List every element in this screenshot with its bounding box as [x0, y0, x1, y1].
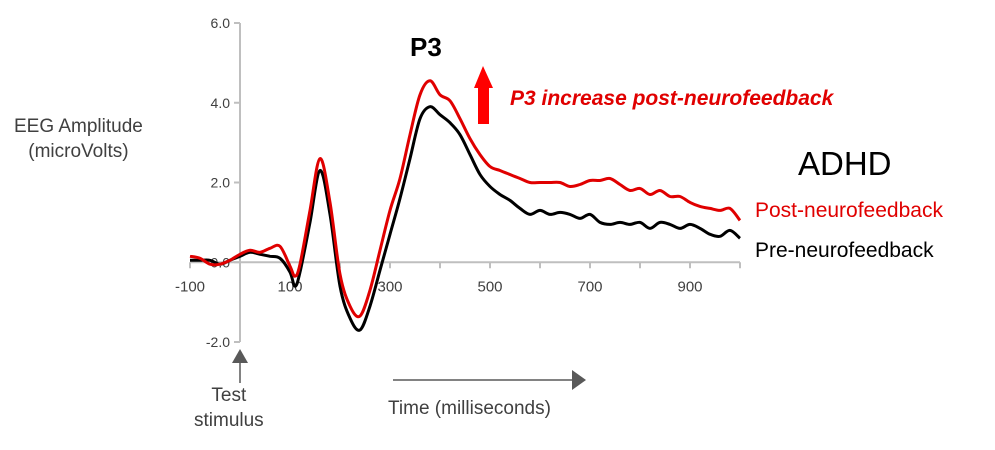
series-pre-neurofeedback [190, 105, 741, 332]
y-axis-title-line1: EEG Amplitude [14, 116, 143, 137]
stimulus-label-line2: stimulus [194, 410, 264, 431]
annotation-text: P3 increase post-neurofeedback [510, 87, 834, 110]
legend-post: Post-neurofeedback [755, 199, 943, 222]
stimulus-label-line1: Test [211, 385, 247, 406]
increase-arrow-icon [474, 66, 493, 124]
y-axis-title-line2: (microVolts) [28, 141, 129, 162]
y-axis-title: EEG Amplitude (microVolts) [14, 114, 143, 164]
legend-pre: Pre-neurofeedback [755, 239, 934, 262]
x-tick-label: 700 [577, 278, 602, 295]
x-tick-label: -100 [175, 278, 205, 295]
x-tick-label: 300 [377, 278, 402, 295]
series-post-neurofeedback [189, 79, 742, 319]
y-tick-label: 6.0 [211, 15, 231, 31]
group-label: ADHD [798, 145, 892, 182]
axes: -2.00.02.04.06.0 -100 100 300 500 700 900 [175, 15, 741, 350]
y-tick-label: -2.0 [206, 334, 230, 350]
stimulus-arrow-icon [232, 349, 248, 383]
x-axis-title: Time (milliseconds) [388, 398, 551, 419]
time-arrow-icon [393, 370, 586, 390]
stimulus-label: Test stimulus [194, 383, 264, 433]
y-tick-label: 2.0 [211, 175, 231, 191]
x-tick-label: 900 [677, 278, 702, 295]
x-tick-label: 500 [477, 278, 502, 295]
chart-title: P3 [410, 32, 442, 62]
y-tick-label: 4.0 [211, 95, 231, 111]
